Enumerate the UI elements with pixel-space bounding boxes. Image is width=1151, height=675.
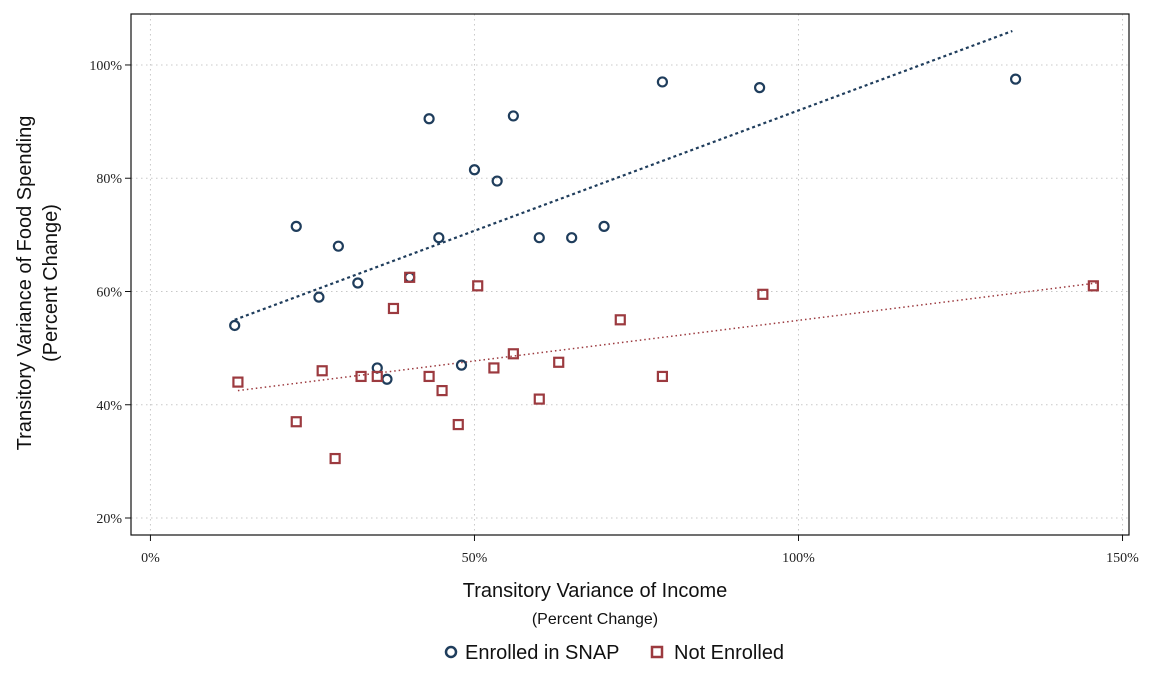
point-not-enrolled — [371, 370, 383, 383]
point-not-enrolled — [355, 370, 367, 383]
y-tick-label: 60% — [96, 285, 122, 300]
point-snap — [491, 175, 503, 187]
point-not-enrolled — [404, 271, 416, 283]
y-tick-label: 100% — [89, 59, 122, 74]
y-axis-title: Transitory Variance of Food Spending — [14, 116, 36, 451]
plot-frame — [130, 13, 1130, 536]
point-not-enrolled — [423, 370, 435, 383]
y-tick-label: 20% — [96, 512, 122, 527]
point-not-enrolled — [553, 356, 565, 368]
point-snap — [468, 164, 481, 176]
point-not-enrolled — [757, 288, 769, 300]
x-tick-label: 100% — [782, 551, 815, 566]
legend-square-icon — [650, 645, 664, 659]
point-not-enrolled — [1087, 280, 1099, 292]
point-not-enrolled — [656, 370, 669, 383]
point-not-enrolled — [436, 384, 448, 397]
point-snap — [332, 240, 344, 252]
y-axis-subtitle: (Percent Change) — [40, 204, 62, 362]
x-tick-label: 0% — [141, 551, 160, 566]
point-snap — [433, 232, 445, 244]
point-not-enrolled — [533, 393, 545, 405]
y-tick-label: 40% — [96, 399, 122, 414]
point-snap — [507, 110, 519, 122]
x-tick-label: 50% — [462, 551, 488, 566]
point-not-enrolled — [329, 452, 341, 465]
point-snap — [533, 232, 545, 244]
y-axis-ticks: 20% 40% 60% 80% 100% — [89, 59, 131, 527]
x-tick-label: 150% — [1106, 551, 1139, 566]
point-not-enrolled — [290, 416, 302, 428]
x-axis-subtitle: (Percent Change) — [532, 611, 658, 628]
legend-circle-icon — [444, 645, 458, 659]
point-snap — [656, 76, 669, 88]
x-axis-ticks: 0% 50% 100% 150% — [141, 535, 1139, 566]
point-snap — [352, 277, 364, 289]
trend-line-snap — [234, 29, 1013, 321]
point-snap — [313, 291, 325, 303]
x-axis-title: Transitory Variance of Income — [463, 580, 728, 602]
point-snap — [1009, 73, 1022, 85]
point-snap — [229, 319, 241, 332]
point-snap — [290, 220, 302, 232]
point-snap — [404, 271, 416, 283]
legend-label-snap: Enrolled in SNAP — [465, 642, 620, 664]
point-snap — [455, 359, 468, 371]
point-snap — [598, 220, 610, 232]
point-snap — [566, 232, 578, 244]
y-tick-label: 80% — [96, 172, 122, 187]
data-points — [229, 73, 1099, 465]
point-not-enrolled — [472, 280, 484, 292]
point-not-enrolled — [232, 376, 244, 388]
point-snap — [381, 373, 393, 385]
point-not-enrolled — [452, 418, 464, 431]
grid-lines — [131, 14, 1129, 535]
legend-label-not-enrolled: Not Enrolled — [674, 642, 784, 664]
point-not-enrolled — [387, 302, 400, 315]
point-not-enrolled — [488, 362, 500, 374]
point-not-enrolled — [614, 314, 626, 326]
point-snap — [423, 113, 435, 125]
point-snap — [754, 82, 766, 94]
legend: Enrolled in SNAP Not Enrolled — [444, 642, 784, 664]
point-not-enrolled — [507, 348, 519, 360]
point-not-enrolled — [316, 365, 328, 377]
